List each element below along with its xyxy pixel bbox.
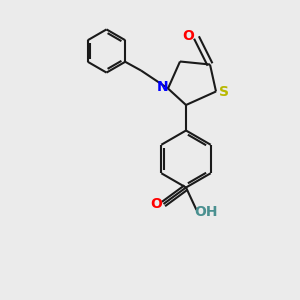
Text: OH: OH (194, 206, 218, 219)
Text: O: O (150, 197, 162, 211)
Text: S: S (219, 85, 230, 98)
Text: O: O (182, 29, 194, 43)
Text: N: N (157, 80, 168, 94)
